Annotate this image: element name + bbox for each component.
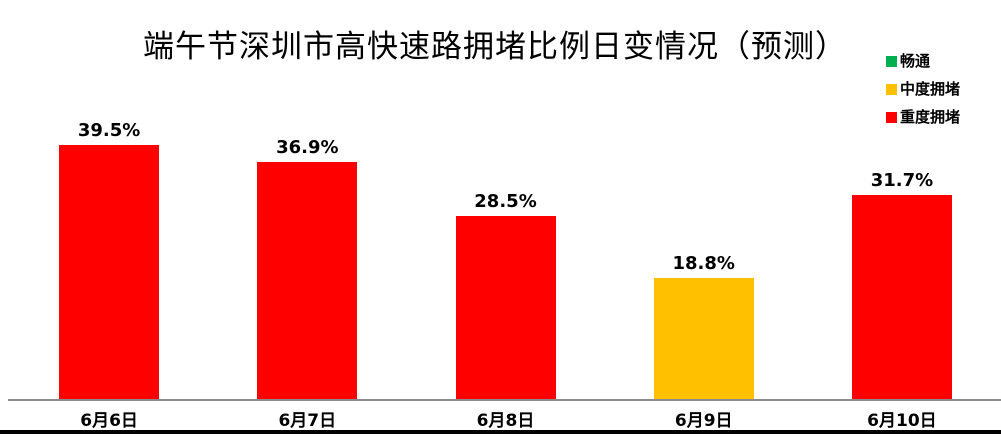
bar-group: 39.5% [10,119,208,399]
bar-group: 36.9% [208,119,406,399]
x-axis-label: 6月8日 [476,411,535,431]
legend-label: 中度拥堵 [900,80,961,98]
bar [455,216,556,399]
x-axis-line [8,399,1001,401]
x-axis-label: 6月10日 [867,411,937,431]
legend-item-severe: 重度拥堵 [886,109,960,125]
x-axis-label: 6月9日 [674,411,733,431]
legend-label: 畅通 [900,52,931,70]
bar [851,195,952,399]
legend-swatch [886,83,897,95]
x-axis-labels: 6月6日 6月7日 6月8日 6月9日 6月10日 [10,403,1001,431]
bar-value-label: 18.8% [672,253,735,274]
bar [653,278,754,399]
plot-area: 39.5% 36.9% 28.5% 18.8% 31.7% [10,119,1001,399]
legend-swatch [886,55,897,67]
legend-item-smooth: 畅通 [886,53,960,69]
bar-value-label: 36.9% [276,137,339,158]
bar-group: 18.8% [605,119,803,399]
bar-group: 31.7% [803,119,1001,399]
bar [257,162,358,399]
x-axis-label: 6月7日 [278,411,337,431]
x-axis-label: 6月6日 [80,411,138,431]
bottom-rule [0,430,1001,434]
legend-swatch [886,111,897,123]
chart-title: 端午节深圳市高快速路拥堵比例日变情况（预测） [143,29,847,65]
legend-label: 重度拥堵 [900,108,961,126]
legend-item-moderate: 中度拥堵 [886,81,960,97]
bar-value-label: 31.7% [870,170,934,191]
chart-legend: 畅通 中度拥堵 重度拥堵 [886,53,960,137]
bar [59,145,160,399]
bar-value-label: 28.5% [474,191,537,212]
bar-group: 28.5% [406,119,604,399]
bar-value-label: 39.5% [77,120,141,141]
